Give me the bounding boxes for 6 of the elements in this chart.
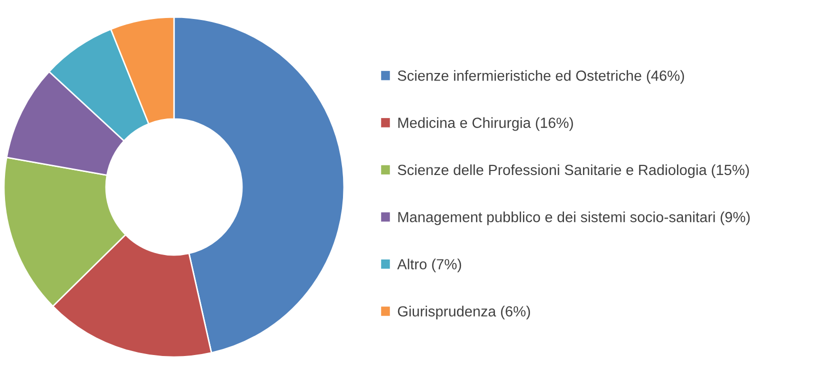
legend-label: Management pubblico e dei sistemi socio-sanitari (9%) xyxy=(398,212,750,226)
legend-label: Altro (7%) xyxy=(397,258,462,272)
legend-label: Medicina e Chirurgia (16%) xyxy=(398,117,573,131)
legend-label: Scienze delle Professioni Sanitarie e Radiologia (15%) xyxy=(398,164,749,178)
legend-label: Giurisprudenza (6%) xyxy=(398,306,530,320)
legend-label: Scienze infermieristiche ed Ostetriche (46%) xyxy=(398,70,684,84)
